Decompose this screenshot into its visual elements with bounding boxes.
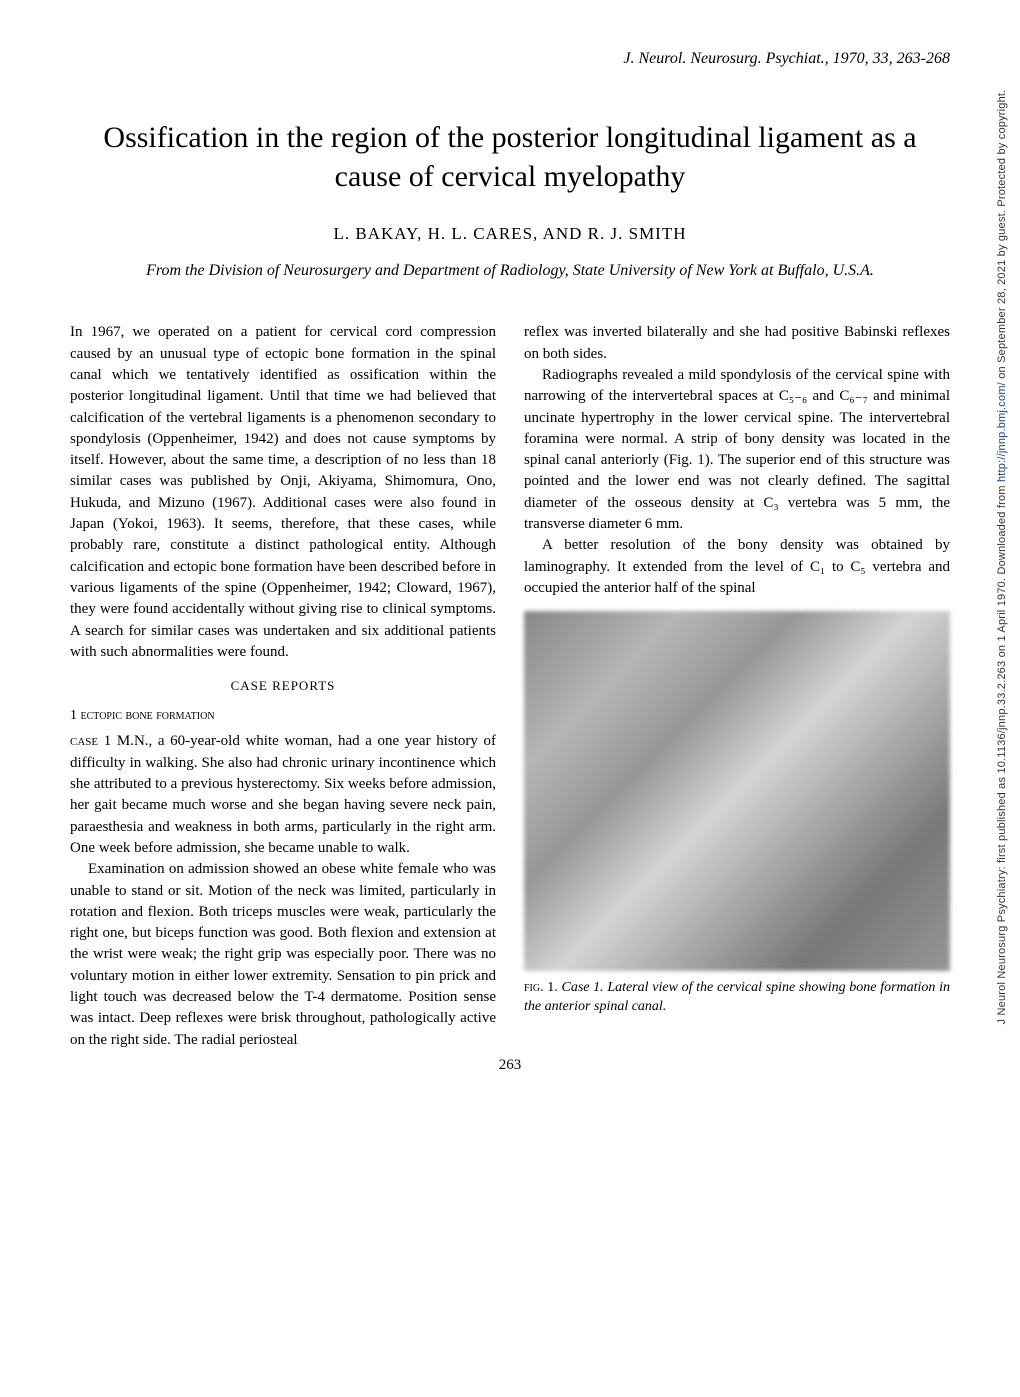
sidebar-link[interactable]: http://jnnp.bmj.com/ bbox=[996, 382, 1008, 482]
sidebar-prefix: J Neurol Neurosurg Psychiatry: first pub… bbox=[996, 482, 1008, 1024]
figure-1-image bbox=[524, 611, 950, 971]
sidebar-suffix: on September 28, 2021 by guest. Protecte… bbox=[996, 90, 1008, 382]
figure-1-label: fig. 1. bbox=[524, 980, 558, 995]
case-reports-heading: CASE REPORTS bbox=[70, 677, 496, 695]
case-1-paragraph-2: Examination on admission showed an obese… bbox=[70, 859, 496, 1051]
col2-paragraph-3: A better resolution of the bony density … bbox=[524, 535, 950, 599]
figure-1-caption: fig. 1. Case 1. Lateral view of the cerv… bbox=[524, 979, 950, 1017]
journal-citation: J. Neurol. Neurosurg. Psychiat., 1970, 3… bbox=[70, 50, 950, 68]
copyright-sidebar: J Neurol Neurosurg Psychiatry: first pub… bbox=[996, 90, 1008, 1025]
col2-paragraph-1: reflex was inverted bilaterally and she … bbox=[524, 322, 950, 365]
page-number: 263 bbox=[70, 1057, 950, 1074]
intro-paragraph: In 1967, we operated on a patient for ce… bbox=[70, 322, 496, 663]
figure-1: fig. 1. Case 1. Lateral view of the cerv… bbox=[524, 611, 950, 1017]
article-title: Ossification in the region of the poster… bbox=[70, 118, 950, 196]
article-body: In 1967, we operated on a patient for ce… bbox=[70, 322, 950, 1051]
section-1-heading: 1 ectopic bone formation bbox=[70, 706, 496, 726]
author-list: L. BAKAY, H. L. CARES, AND R. J. SMITH bbox=[70, 224, 950, 244]
author-affiliation: From the Division of Neurosurgery and De… bbox=[70, 260, 950, 282]
col2-paragraph-2: Radiographs revealed a mild spondylosis … bbox=[524, 365, 950, 535]
case-1-label: case 1 bbox=[70, 733, 111, 749]
case-1-text-1: M.N., a 60-year-old white woman, had a o… bbox=[70, 733, 496, 855]
case-1-paragraph-1: case 1 M.N., a 60-year-old white woman, … bbox=[70, 731, 496, 859]
figure-1-caption-text: Case 1. Lateral view of the cervical spi… bbox=[524, 980, 950, 1014]
